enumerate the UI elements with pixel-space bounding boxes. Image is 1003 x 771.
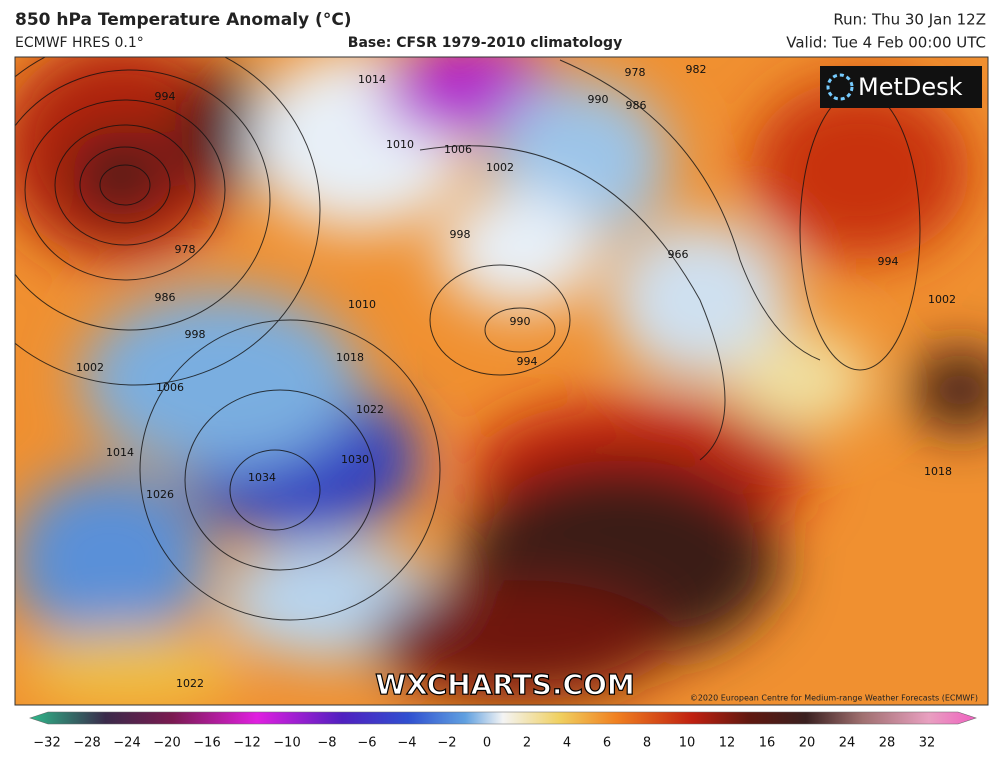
isobar-label: 994 xyxy=(155,90,176,103)
colorbar-label: −12 xyxy=(233,736,260,751)
logo: MetDesk xyxy=(858,73,963,101)
colorbar-label: 28 xyxy=(879,736,896,751)
colorbar-label: −8 xyxy=(317,736,336,751)
colorbar-label: 4 xyxy=(563,736,571,751)
isobar-label: 990 xyxy=(510,315,531,328)
isobar-label: 1006 xyxy=(444,143,472,156)
colorbar-label: −10 xyxy=(273,736,300,751)
isobar-label: 1018 xyxy=(336,351,364,364)
colorbar xyxy=(29,711,977,725)
isobar-label: 1030 xyxy=(341,453,369,466)
colorbar-label: 2 xyxy=(523,736,531,751)
colorbar-label: −20 xyxy=(153,736,180,751)
isobar-label: 978 xyxy=(175,243,196,256)
colorbar-label: 10 xyxy=(679,736,696,751)
colorbar-label: 24 xyxy=(839,736,856,751)
isobar-label: 1010 xyxy=(348,298,376,311)
isobar-labels: 994 978 986 998 1002 1006 1014 1026 1034 1030 1022… xyxy=(76,63,956,690)
isobar-label: 1014 xyxy=(106,446,134,459)
colorbar-label: 0 xyxy=(483,736,491,751)
isobar-label: 966 xyxy=(668,248,689,261)
colorbar-label: −6 xyxy=(357,736,376,751)
colorbar-label: −32 xyxy=(33,736,60,751)
isobar-label: 1022 xyxy=(356,403,384,416)
colorbar-label: 32 xyxy=(919,736,936,751)
isobar-label: 982 xyxy=(686,63,707,76)
colorbar-label: −24 xyxy=(113,736,140,751)
isobar-label: 1002 xyxy=(76,361,104,374)
map-frame xyxy=(14,56,989,706)
map: MetDesk WXCHARTS.COM ©2020 European Cent… xyxy=(15,57,988,705)
copyright: ©2020 European Centre for Medium-range W… xyxy=(690,694,978,703)
colorbar-label: 20 xyxy=(799,736,816,751)
isobar-label: 1022 xyxy=(176,677,204,690)
isobar-label: 1014 xyxy=(358,73,386,86)
isobars xyxy=(15,57,921,621)
colorbar-label: −2 xyxy=(437,736,456,751)
title: 850 hPa Temperature Anomaly (°C) xyxy=(15,10,352,30)
isobar-label: 998 xyxy=(185,328,206,341)
isobar-label: 994 xyxy=(517,355,538,368)
run: Run: Thu 30 Jan 12Z xyxy=(833,11,986,29)
isobar-label: 1002 xyxy=(928,293,956,306)
colorbar-label: 8 xyxy=(643,736,651,751)
isobar-label: 978 xyxy=(625,66,646,79)
isobar-label: 998 xyxy=(450,228,471,241)
colorbar-label: −16 xyxy=(193,736,220,751)
anomaly-field xyxy=(15,57,988,705)
isobar-label: 1002 xyxy=(486,161,514,174)
model: ECMWF HRES 0.1° xyxy=(15,35,144,51)
logo-icon xyxy=(826,73,854,101)
watermark: WXCHARTS.COM xyxy=(375,668,635,701)
isobar-label: 986 xyxy=(155,291,176,304)
isobar-label: 1026 xyxy=(146,488,174,501)
base: Base: CFSR 1979-2010 climatology xyxy=(348,35,622,51)
isobar-label: 994 xyxy=(878,255,899,268)
isobar-label: 986 xyxy=(626,99,647,112)
colorbar-label: 6 xyxy=(603,736,611,751)
logo-box xyxy=(820,66,982,108)
valid: Valid: Tue 4 Feb 00:00 UTC xyxy=(786,34,986,52)
isobar-label: 1018 xyxy=(924,465,952,478)
colorbar-label: 16 xyxy=(759,736,776,751)
colorbar-label: −28 xyxy=(73,736,100,751)
colorbar-labels: −32 −28 −24 −20 −16 −12 −10 −8 −6 −4 −2 0 2 4 6 8 10 12 16… xyxy=(33,736,935,751)
isobar-label: 1034 xyxy=(248,471,276,484)
colorbar-label: −4 xyxy=(397,736,416,751)
colorbar-label: 12 xyxy=(719,736,736,751)
isobar-label: 990 xyxy=(588,93,609,106)
isobar-label: 1010 xyxy=(386,138,414,151)
isobar-label: 1006 xyxy=(156,381,184,394)
